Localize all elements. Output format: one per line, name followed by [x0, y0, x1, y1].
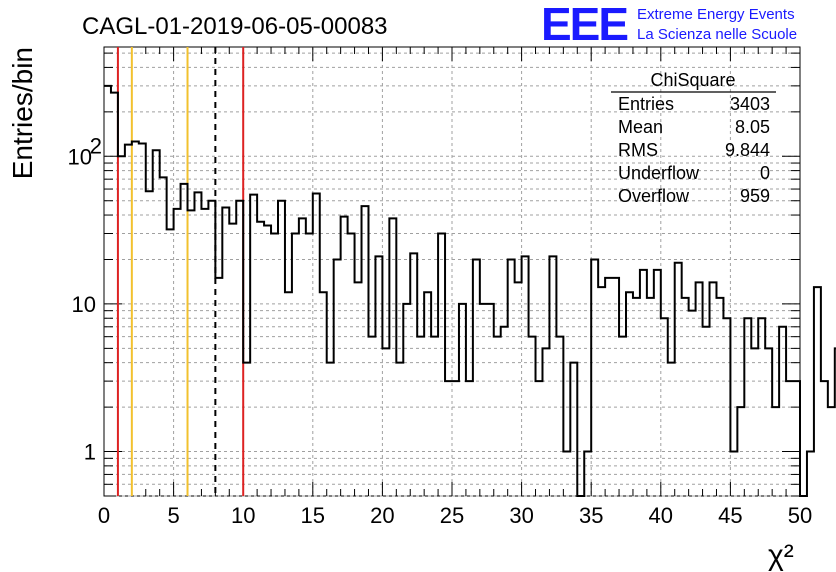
- stats-box: ChiSquare Entries 3403 Mean 8.05 RMS 9.844 Und…: [611, 70, 776, 206]
- stats-value: 0: [760, 163, 770, 183]
- stats-label: Overflow: [618, 186, 690, 206]
- stats-title: ChiSquare: [650, 70, 735, 90]
- x-axis-title: χ²: [768, 539, 794, 572]
- logo-line-1: Extreme Energy Events: [637, 6, 795, 23]
- y-axis-title: Entries/bin: [7, 47, 38, 179]
- y-ticks: [104, 52, 800, 497]
- x-tick-label: 45: [718, 503, 742, 528]
- x-tick-label: 15: [301, 503, 325, 528]
- x-tick-label: 25: [440, 503, 464, 528]
- stats-label: Mean: [618, 117, 663, 137]
- x-ticks: [103, 47, 801, 496]
- x-tick-label: 35: [579, 503, 603, 528]
- x-tick-labels: 0 5 10 15 20 25 30 35 40 45 50: [98, 503, 812, 528]
- stats-rows: Entries 3403 Mean 8.05 RMS 9.844 Underflow 0 Ove…: [618, 94, 770, 206]
- logo-line-2: La Scienza nelle Scuole: [637, 26, 797, 43]
- y-tick-label: 10: [68, 144, 92, 169]
- x-tick-label: 10: [231, 503, 255, 528]
- x-tick-label: 50: [788, 503, 812, 528]
- stats-label: RMS: [618, 140, 658, 160]
- logo-mark: EEE: [541, 0, 627, 50]
- x-tick-label: 20: [370, 503, 394, 528]
- stats-value: 959: [740, 186, 770, 206]
- stats-label: Entries: [618, 94, 674, 114]
- histogram-series: [104, 84, 836, 497]
- y-tick-exponent: 2: [90, 133, 102, 158]
- stats-value: 3403: [730, 94, 770, 114]
- x-tick-label: 40: [649, 503, 673, 528]
- stats-value: 9.844: [725, 140, 770, 160]
- x-tick-label: 0: [98, 503, 110, 528]
- plot-area: [103, 46, 836, 497]
- y-tick-label: 1: [84, 440, 96, 465]
- y-tick-label: 10: [72, 292, 96, 317]
- stats-value: 8.05: [735, 117, 770, 137]
- x-tick-label: 30: [509, 503, 533, 528]
- eee-logo: EEE Extreme Energy Events La Scienza nel…: [541, 0, 797, 50]
- stats-label: Underflow: [618, 163, 700, 183]
- x-tick-label: 5: [167, 503, 179, 528]
- chart-title: CAGL-01-2019-06-05-00083: [82, 13, 388, 40]
